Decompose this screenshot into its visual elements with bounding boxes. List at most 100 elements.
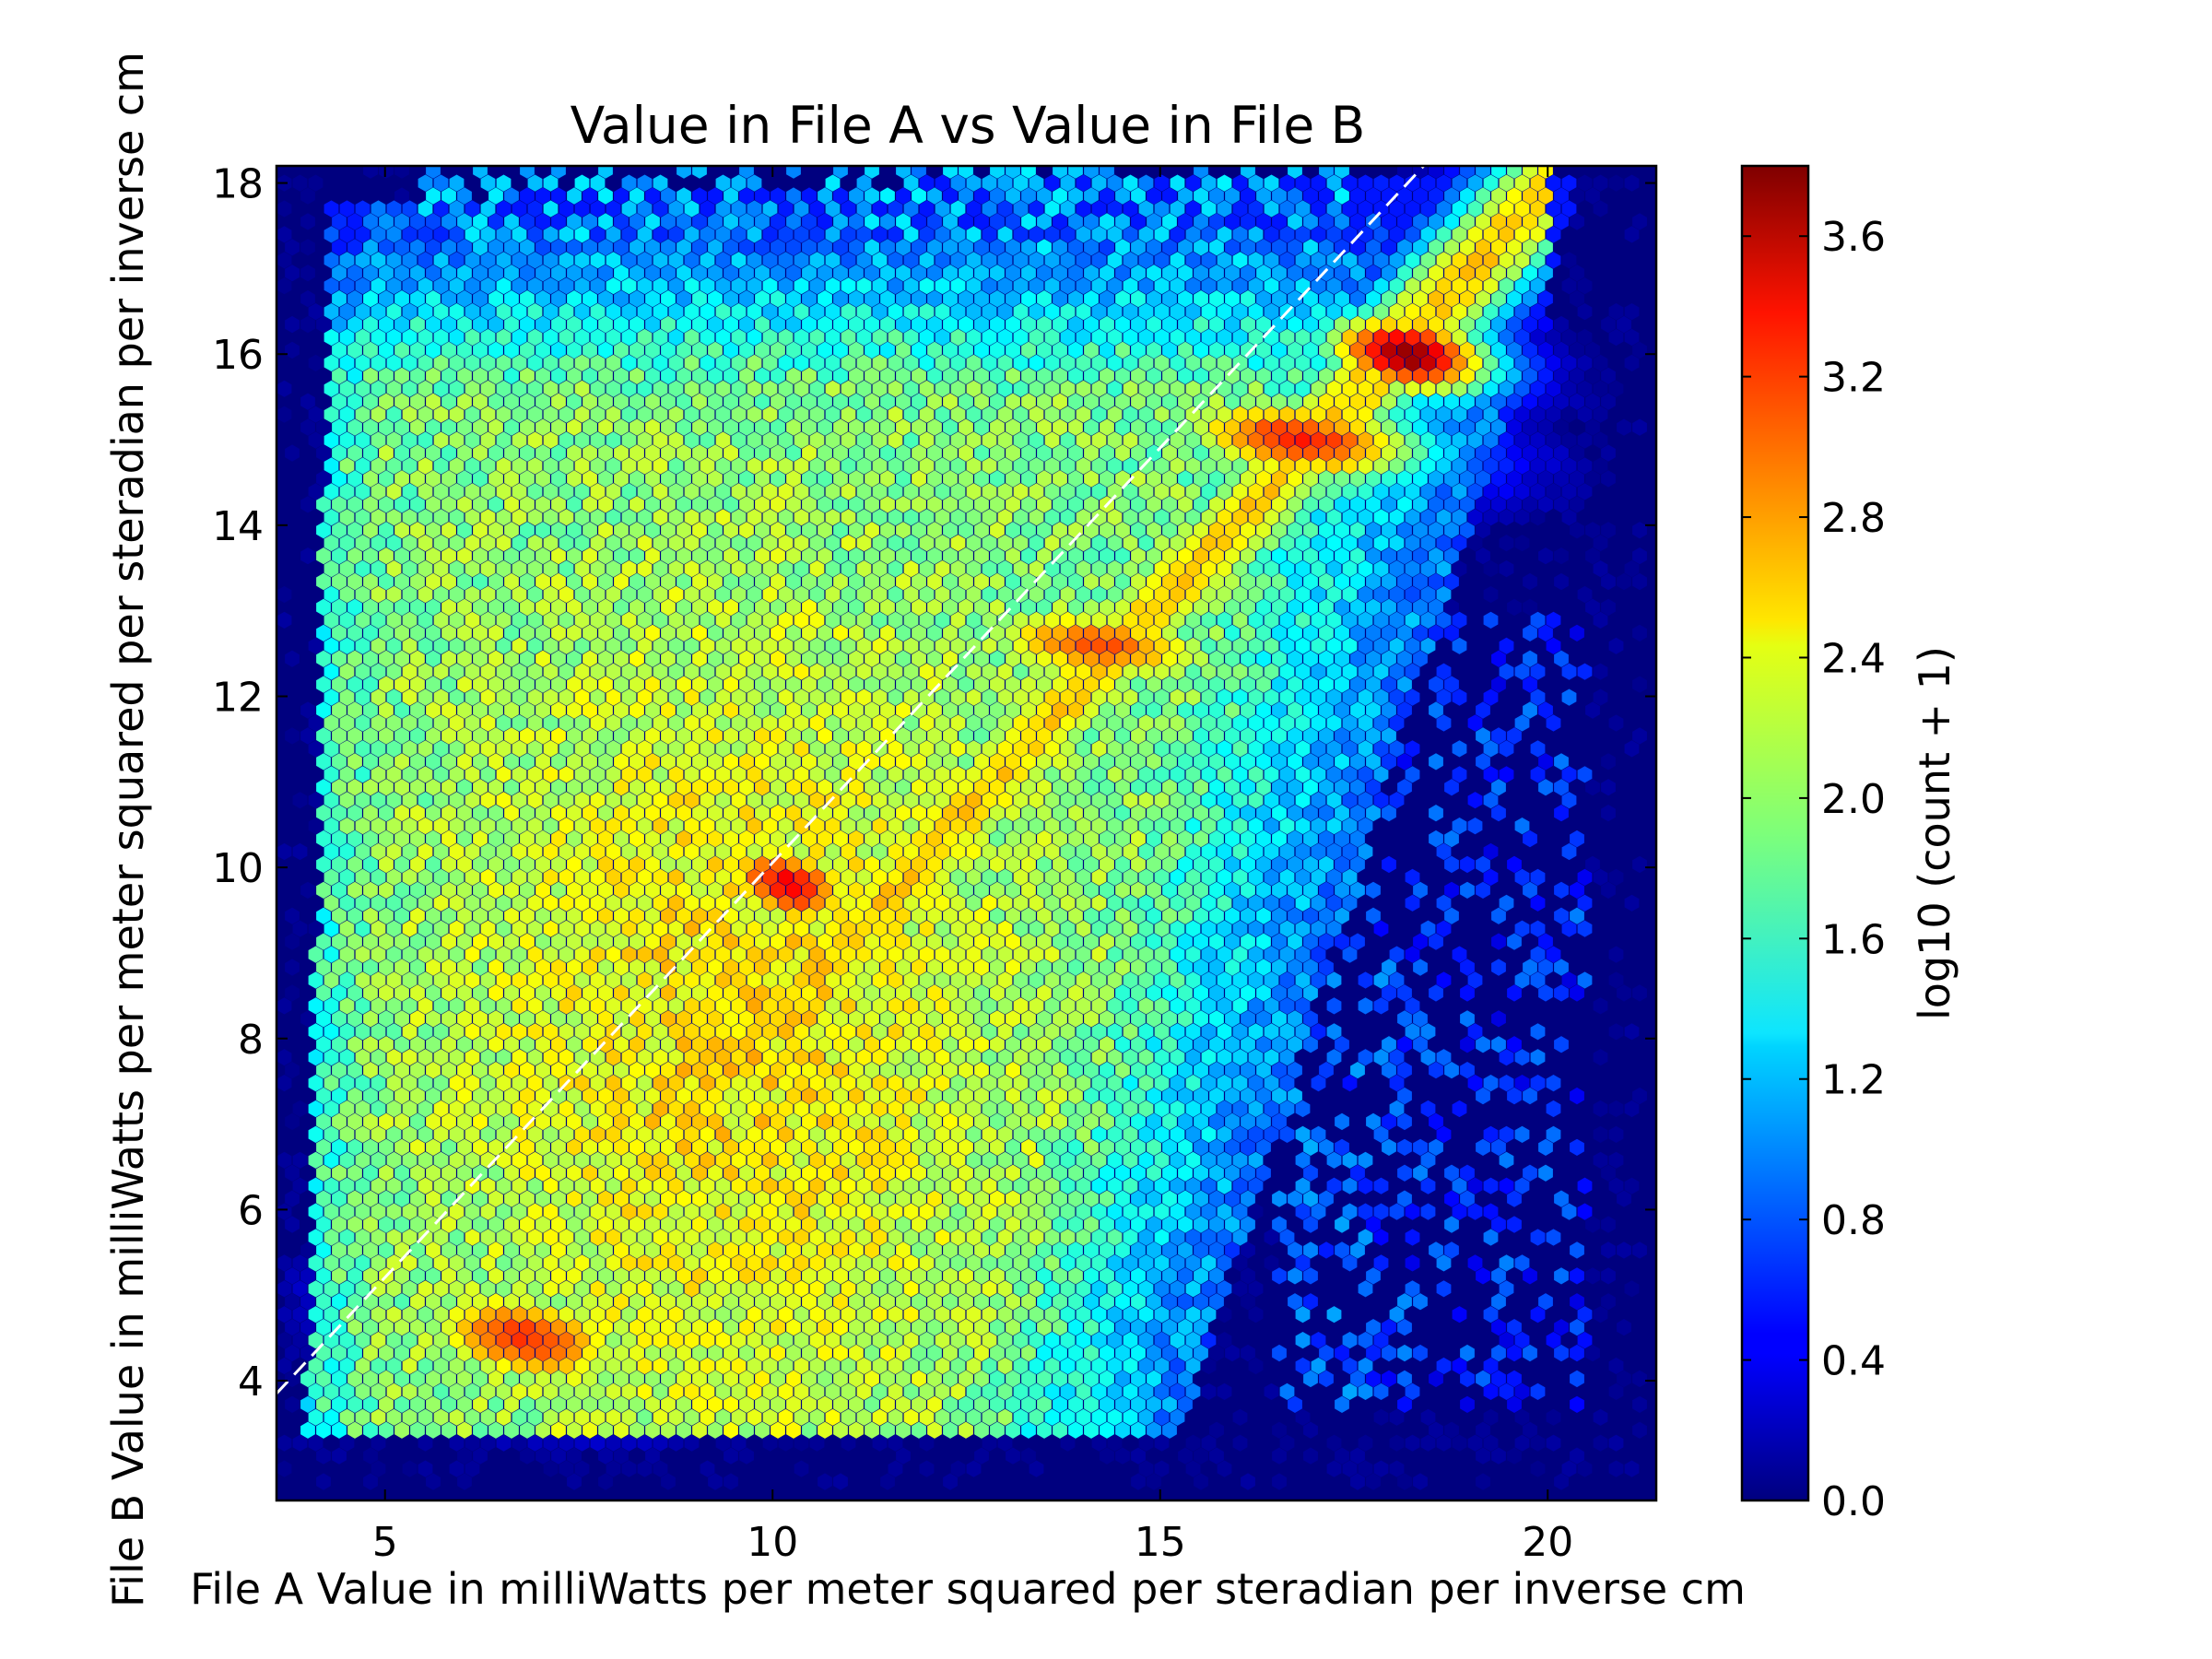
hexbin-cell <box>394 187 409 205</box>
hexbin-cell <box>731 200 747 218</box>
hexbin-cell <box>1084 166 1099 179</box>
hexbin-cell <box>1241 239 1255 256</box>
hexbin-cells <box>276 166 1647 1490</box>
hexbin-cell <box>950 226 966 243</box>
hexbin-cell <box>802 187 817 205</box>
hexbin-cell <box>1429 239 1443 256</box>
hexbin-cell <box>614 239 629 256</box>
hexbin-cell <box>794 226 809 243</box>
hexbin-cell <box>512 226 527 243</box>
hexbin-cell <box>285 239 300 256</box>
hexbin-cell <box>903 252 919 269</box>
hexbin-cell <box>950 174 966 192</box>
hexbin-cell <box>1123 174 1138 192</box>
hexbin-cell <box>1335 166 1349 179</box>
hexbin-cell <box>1420 200 1436 218</box>
hexbin-cell <box>386 226 402 243</box>
hexbin-cell <box>488 239 503 256</box>
hexbin-cell <box>496 252 512 269</box>
hexbin-cell <box>1570 213 1584 230</box>
hexbin-cell <box>943 166 958 179</box>
hexbin-cell <box>1060 200 1076 218</box>
hexbin-cell <box>1201 200 1217 218</box>
hexbin-cell <box>802 239 817 256</box>
hexbin-cell <box>1483 174 1499 192</box>
hexbin-cell <box>1248 226 1264 243</box>
hexbin-cell <box>567 239 582 256</box>
hexbin-cell <box>480 174 496 192</box>
hexbin-cell <box>582 213 597 230</box>
hexbin-cell <box>1436 200 1452 218</box>
hexbin-cell <box>1068 213 1083 230</box>
hexbin-cell <box>1491 213 1506 230</box>
hexbin-cell <box>535 213 550 230</box>
hexbin-cell <box>300 213 315 230</box>
hexbin-cell <box>512 200 527 218</box>
hexbin-cell <box>363 166 378 179</box>
hexbin-cell <box>1185 174 1201 192</box>
hexbin-cell <box>1138 226 1154 243</box>
hexbin-cell <box>598 187 613 205</box>
hexbin-cell <box>449 252 465 269</box>
hexbin-cell <box>1397 166 1412 179</box>
hexbin-cell <box>1467 226 1483 243</box>
hexbin-cell <box>935 252 950 269</box>
hexbin-cell <box>614 213 629 230</box>
hexbin-cell <box>833 187 848 205</box>
hexbin-cell <box>1561 200 1577 218</box>
hexbin-cell <box>1350 187 1365 205</box>
hexbin-cell <box>574 252 590 269</box>
hexbin-cell <box>1154 200 1170 218</box>
hexbin-cell <box>747 174 762 192</box>
hexbin-cell <box>896 239 911 256</box>
chart-title: Value in File A vs Value in File B <box>571 96 1366 155</box>
hexbin-cell <box>339 226 355 243</box>
hexbin-cell <box>1272 239 1287 256</box>
hexbin-cell <box>715 200 731 218</box>
hexbin-cell <box>1107 174 1123 192</box>
hexbin-cell <box>1319 187 1334 205</box>
hexbin-cell <box>1538 187 1553 205</box>
hexbin-cell <box>1358 174 1373 192</box>
hexbin-cell <box>1295 174 1311 192</box>
hexbin-cell <box>1209 213 1224 230</box>
hexbin-cell <box>677 213 691 230</box>
hexbin-cell <box>1013 200 1029 218</box>
hexbin-cell <box>1029 226 1044 243</box>
hexbin-cell <box>1178 239 1193 256</box>
hexbin-cell <box>684 200 700 218</box>
hexbin-cell <box>755 213 770 230</box>
hexbin-cell <box>684 252 700 269</box>
hexbin-cell <box>1147 187 1161 205</box>
hexbin-cell <box>731 252 747 269</box>
hexbin-cell <box>1044 200 1060 218</box>
hexbin-cell <box>1037 239 1052 256</box>
hexbin-cell <box>771 213 785 230</box>
hexbin-cell <box>1241 213 1255 230</box>
hexbin-cell <box>606 252 621 269</box>
hexbin-cell <box>786 213 801 230</box>
hexbin-cell <box>1476 239 1490 256</box>
hexbin-cell <box>1514 200 1530 218</box>
hexbin-cell <box>990 166 1005 179</box>
hexbin-cell <box>903 226 919 243</box>
hexbin-cell <box>1624 174 1640 192</box>
hexbin-cell <box>1194 166 1208 179</box>
hexbin-cell <box>1311 200 1326 218</box>
hexbin-cell <box>1076 252 1091 269</box>
hexbin-cell <box>1288 187 1302 205</box>
hexbin-cell <box>621 226 637 243</box>
hexbin-cell <box>1452 226 1467 243</box>
hexbin-cell <box>379 239 394 256</box>
hexbin-cell <box>661 187 676 205</box>
hexbin-cell <box>1053 187 1067 205</box>
hexbin-cell <box>1514 174 1530 192</box>
hexbin-cell <box>982 226 997 243</box>
hexbin-cell <box>590 226 606 243</box>
hexbin-cell <box>1295 200 1311 218</box>
hexbin-cell <box>543 200 559 218</box>
hexbin-cell <box>488 213 503 230</box>
hexbin-cell <box>1507 213 1522 230</box>
hexbin-cell <box>574 174 590 192</box>
hexbin-cell <box>598 213 613 230</box>
